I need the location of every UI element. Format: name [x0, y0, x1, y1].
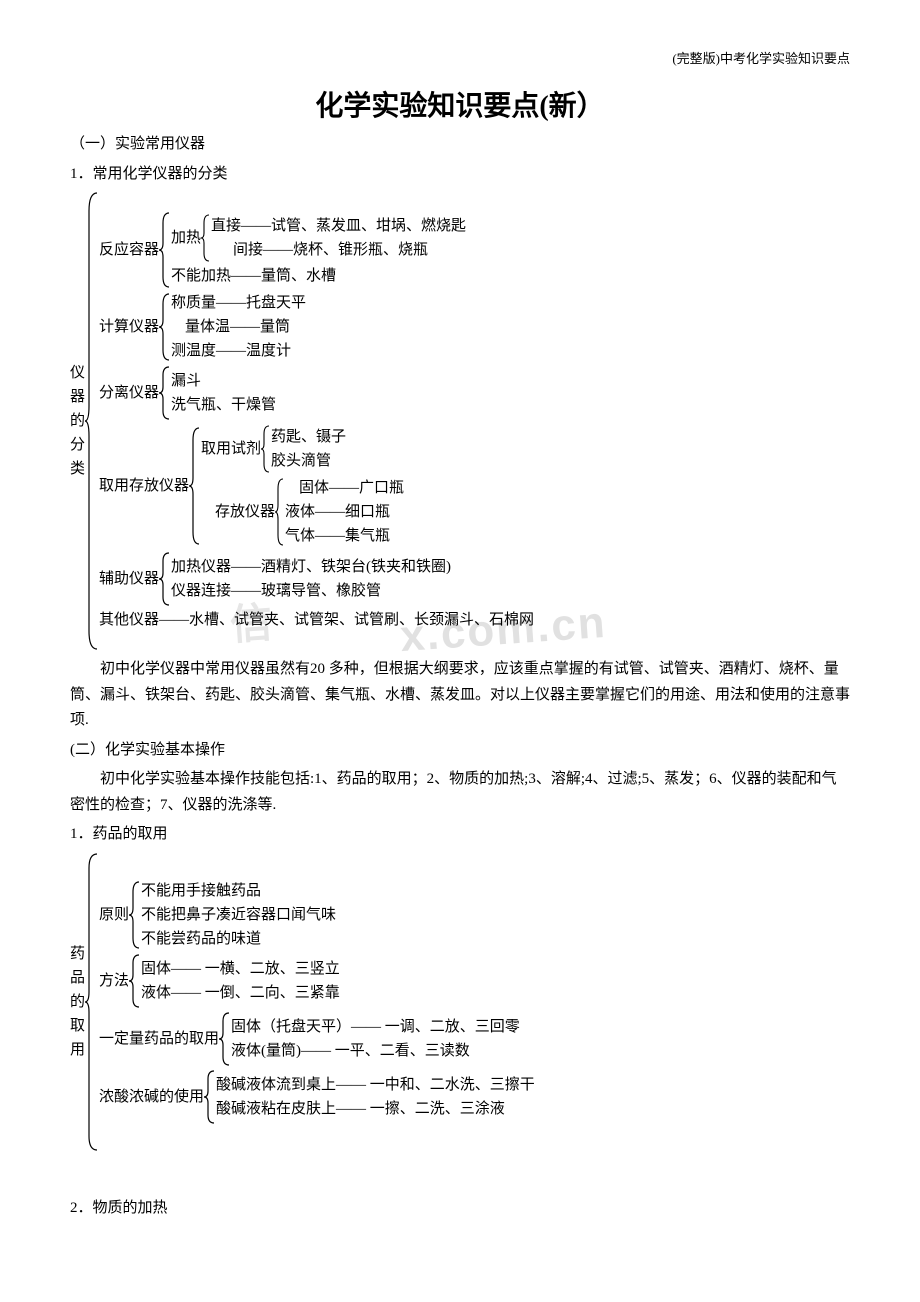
tree1-c4-b-iii: 气体——集气瓶 — [285, 524, 404, 548]
section2-sub1: 1．药品的取用 — [70, 822, 850, 848]
tree1-root-char: 仪 — [70, 361, 85, 385]
tree1-root-label: 仪 器 的 分 类 — [70, 191, 85, 651]
tree2-c2-a: 固体—— 一横、二放、三竖立 — [141, 957, 340, 981]
brace-icon — [85, 191, 99, 651]
page-title: 化学实验知识要点(新） — [70, 84, 850, 124]
tree2-root-char: 药 — [70, 942, 85, 966]
brace-icon — [85, 852, 99, 1152]
tree1-root-char: 分 — [70, 433, 85, 457]
section2-heading: (二）化学实验基本操作 — [70, 738, 850, 764]
brace-icon — [261, 424, 271, 474]
tree1-c1-a-i: 直接——试管、蒸发皿、坩埚、燃烧匙 — [211, 214, 466, 238]
tree1-c6: 其他仪器——水槽、试管夹、试管架、试管刷、长颈漏斗、石棉网 — [99, 608, 534, 632]
tree2-c3-b: 液体(量筒)—— 一平、二看、三读数 — [231, 1039, 520, 1063]
brace-icon — [204, 1069, 216, 1125]
tree2-root-char: 的 — [70, 990, 85, 1014]
tree1-root-char: 的 — [70, 409, 85, 433]
tree1-root-char: 器 — [70, 385, 85, 409]
tree1-c1-label: 反应容器 — [99, 211, 159, 289]
tree1-c2-label: 计算仪器 — [99, 291, 159, 363]
header-right-text: (完整版)中考化学实验知识要点 — [672, 48, 850, 67]
tree2-c3-a: 固体（托盘天平）—— 一调、二放、三回零 — [231, 1015, 520, 1039]
tree2-c2-label: 方法 — [99, 953, 129, 1009]
tree2-c4-a: 酸碱液体流到桌上—— 一中和、二水洗、三擦干 — [216, 1073, 535, 1097]
tree1-c1-b: 不能加热——量筒、水槽 — [171, 264, 466, 288]
tree1-c4-b-label: 存放仪器 — [215, 476, 275, 548]
brace-icon — [159, 291, 171, 363]
tree2-c3-label: 一定量药品的取用 — [99, 1011, 219, 1067]
brace-icon — [201, 213, 211, 263]
tree2-c1-b: 不能把鼻子凑近容器口闻气味 — [141, 903, 336, 927]
tree1-c4-b-ii: 液体——细口瓶 — [285, 500, 404, 524]
tree1-c1-a-label: 加热 — [171, 213, 201, 263]
brace-icon — [189, 423, 201, 549]
tree1-c5-a: 加热仪器——酒精灯、铁架台(铁夹和铁圈) — [171, 555, 451, 579]
tree2-c1-label: 原则 — [99, 879, 129, 951]
brace-icon — [129, 879, 141, 951]
tree2-c4-label: 浓酸浓碱的使用 — [99, 1069, 204, 1125]
tree1-c5-b: 仪器连接——玻璃导管、橡胶管 — [171, 579, 451, 603]
tree2-root-label: 药 品 的 取 用 — [70, 852, 85, 1152]
brace-icon — [159, 551, 171, 607]
brace-icon — [219, 1011, 231, 1067]
tree1-c4-a-ii: 胶头滴管 — [271, 449, 346, 473]
tree1-c5-label: 辅助仪器 — [99, 551, 159, 607]
tree2-c1-c: 不能尝药品的味道 — [141, 927, 336, 951]
tree1-c4-a-label: 取用试剂 — [201, 424, 261, 474]
section1-sub: 1．常用化学仪器的分类 — [70, 162, 850, 188]
brace-icon — [275, 476, 285, 548]
section1-heading: （一）实验常用仪器 — [70, 132, 850, 158]
paragraph-2: 初中化学实验基本操作技能包括:1、药品的取用；2、物质的加热;3、溶解;4、过滤… — [70, 767, 850, 818]
tree1-c4-b-i: 固体——广口瓶 — [299, 476, 404, 500]
tree2-root-char: 用 — [70, 1038, 85, 1062]
tree1-c1-a-ii: 间接——烧杯、锥形瓶、烧瓶 — [233, 238, 466, 262]
brace-icon — [129, 953, 141, 1009]
tree1-c2-a: 称质量——托盘天平 — [171, 291, 306, 315]
tree2-root-char: 品 — [70, 966, 85, 990]
tree1-c3-label: 分离仪器 — [99, 365, 159, 421]
tree1-c4-a-i: 药匙、镊子 — [271, 425, 346, 449]
tree2-c4-b: 酸碱液粘在皮肤上—— 一擦、二洗、三涂液 — [216, 1097, 535, 1121]
tree2-c2-b: 液体—— 一倒、二向、三紧靠 — [141, 981, 340, 1005]
section2-sub2: 2．物质的加热 — [70, 1196, 850, 1222]
paragraph-1: 初中化学仪器中常用仪器虽然有20 多种，但根据大纲要求，应该重点掌握的有试管、试… — [70, 657, 850, 734]
brace-icon — [159, 365, 171, 421]
tree1-root-char: 类 — [70, 457, 85, 481]
tree1-c4-label: 取用存放仪器 — [99, 423, 189, 549]
tree2-c1-a: 不能用手接触药品 — [141, 879, 336, 903]
tree1-c3-b: 洗气瓶、干燥管 — [171, 393, 276, 417]
tree2-root-char: 取 — [70, 1014, 85, 1038]
brace-icon — [159, 211, 171, 289]
tree1-c2-c: 测温度——温度计 — [171, 339, 306, 363]
tree1-c3-a: 漏斗 — [171, 369, 276, 393]
tree1-c2-b: 量体温——量筒 — [185, 315, 306, 339]
